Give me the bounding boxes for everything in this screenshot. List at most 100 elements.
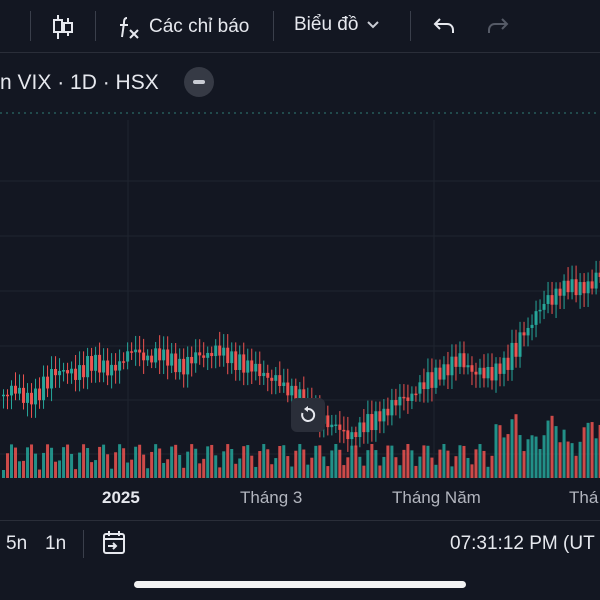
candle-body [94,354,98,371]
candle-body [374,411,378,431]
candle-body [234,351,238,370]
volume-bar [118,444,122,478]
volume-bar [30,444,34,478]
volume-bar [106,454,110,478]
candle-body [142,352,146,361]
candle-body [418,382,422,394]
candle-body [222,347,226,356]
volume-bar [438,449,442,478]
candle-body [506,357,510,370]
volume-bar [282,445,286,478]
volume-bar [542,435,546,478]
volume-bar [158,448,162,478]
candle-body [206,352,210,358]
candle-body [290,385,294,396]
volume-bar [582,427,586,478]
top-toolbar: Các chỉ báo Biểu đồ [0,0,600,53]
candle-body [58,370,62,376]
range-1d-button[interactable]: 1n [45,533,67,554]
candle-body [2,394,6,397]
volume-bar [198,463,202,478]
candle-body [214,345,218,357]
candle-body [326,415,330,428]
volume-bar [358,456,362,478]
volume-bar [274,458,278,478]
candle-body [342,429,346,432]
candle-body [542,303,546,310]
volume-bar [234,463,238,478]
volume-bar [390,445,394,478]
candle-body [362,422,366,433]
x-axis-label: Tháng 3 [240,488,303,507]
candle-body [466,365,470,368]
candle-body [550,295,554,305]
volume-bar [590,422,594,478]
candle-body [138,349,142,353]
candle-body [34,388,38,405]
volume-bar [422,445,426,478]
volume-bar [474,449,478,478]
timezone-clock[interactable]: 07:31:12 PM (UT [450,533,595,554]
candlestick-icon[interactable] [52,14,74,40]
redo-icon[interactable] [486,16,510,36]
volume-bar [338,449,342,478]
candle-body [62,370,66,372]
volume-bar [34,453,38,478]
volume-bar [42,452,46,478]
candle-body [590,281,594,289]
volume-bar [22,460,26,478]
symbol-title[interactable]: n VIX · 1D · HSX [0,71,159,94]
candle-body [462,353,466,368]
candle-body [406,397,410,401]
candle-body [170,353,174,366]
indicators-button[interactable]: Các chỉ báo [117,14,249,40]
candle-body [10,385,14,396]
candle-body [354,432,358,438]
volume-bar [294,450,298,478]
candle-body [74,368,78,380]
candle-body [258,363,262,377]
volume-bar [434,464,438,478]
volume-bar [98,446,102,478]
volume-bar [50,447,54,478]
candle-body [82,365,86,378]
volume-bar [90,462,94,478]
candle-body [242,354,246,373]
range-5d-button[interactable]: 5n [6,533,28,554]
candle-body [154,348,158,363]
reset-chart-button[interactable] [291,398,325,432]
candle-body [546,295,550,304]
candle-body [330,424,334,428]
candle-body [450,356,454,376]
volume-bar [394,457,398,478]
x-axis-label: 2025 [102,488,140,507]
volume-bar [342,465,346,478]
undo-icon[interactable] [432,16,456,36]
volume-bar [86,448,90,478]
candle-body [130,351,134,353]
candle-body [370,414,374,431]
candle-body [390,400,394,416]
volume-bar [398,465,402,478]
candle-body [554,288,558,305]
volume-bar [138,444,142,478]
volume-bar [38,469,42,478]
volume-bar [370,444,374,478]
candle-body [538,309,542,312]
volume-bar [146,468,150,478]
chart-type-dropdown[interactable]: Biểu đồ [294,14,380,36]
candle-body [126,351,130,362]
volume-bar [110,468,114,478]
collapse-legend-button[interactable] [184,67,214,97]
volume-bar [210,444,214,478]
candle-body [502,357,506,374]
candle-body [378,411,382,422]
volume-bar [426,445,430,478]
candle-body [410,393,414,401]
volume-bar [410,450,414,478]
candle-body [66,370,70,374]
chart-type-label: Biểu đồ [294,14,359,35]
calendar-goto-icon[interactable] [100,529,128,557]
candle-body [42,376,46,401]
volume-bar [482,450,486,478]
